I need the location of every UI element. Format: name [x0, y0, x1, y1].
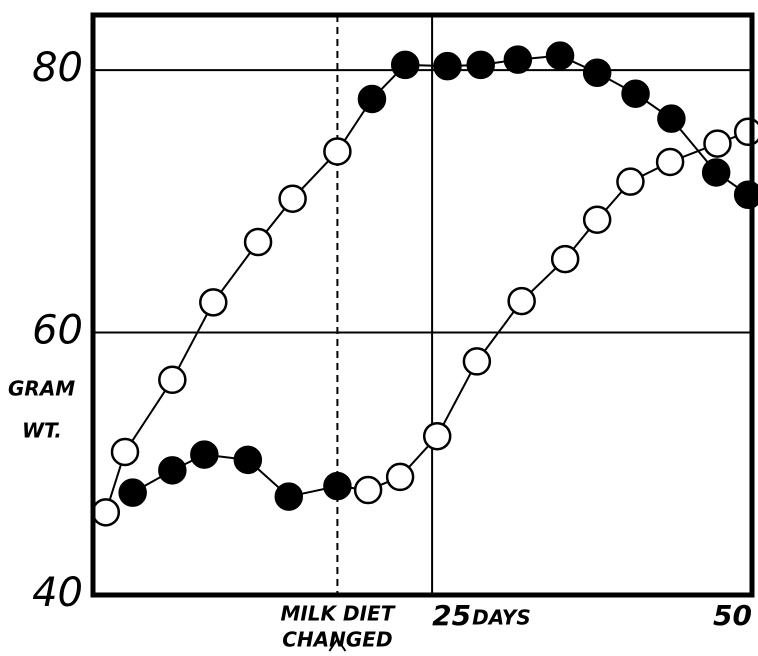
data-point	[466, 50, 495, 80]
data-point	[545, 41, 575, 70]
data-point	[422, 421, 452, 451]
data-point	[733, 117, 758, 147]
data-point	[199, 288, 228, 317]
data-point	[323, 471, 352, 501]
data-point	[582, 58, 612, 87]
data-point	[701, 158, 731, 187]
plot-frame	[90, 12, 755, 598]
data-point	[655, 147, 685, 177]
data-point	[657, 104, 686, 133]
data-point	[233, 445, 263, 475]
annotation-text: MILK DIET	[280, 602, 395, 626]
y-axis-label: WT.	[22, 419, 62, 443]
y-tick-label: 60	[32, 308, 83, 354]
data-point	[390, 50, 420, 80]
data-point	[433, 51, 462, 81]
x-axis-label: DAYS	[472, 606, 531, 630]
data-point	[621, 79, 650, 108]
data-point	[118, 478, 147, 507]
data-point	[582, 205, 612, 234]
y-axis-label: GRAM	[8, 377, 75, 401]
data-point	[110, 437, 140, 467]
data-point	[507, 286, 536, 316]
data-point	[190, 440, 219, 469]
data-point	[616, 167, 645, 196]
data-point	[733, 180, 758, 210]
y-tick-label: 80	[32, 45, 83, 91]
x-tick-label: 25	[432, 599, 471, 632]
annotation-arrow	[328, 637, 347, 652]
data-point	[243, 227, 273, 257]
data-point	[703, 129, 732, 158]
data-point	[278, 184, 307, 213]
data-point	[158, 456, 187, 485]
data-point	[550, 244, 580, 274]
y-tick-label: 40	[32, 570, 83, 616]
data-point	[323, 137, 352, 166]
data-point	[91, 498, 121, 527]
data-point	[503, 45, 533, 74]
data-point	[353, 475, 383, 505]
data-point	[158, 365, 187, 395]
data-point	[385, 462, 415, 492]
data-point	[357, 84, 387, 114]
x-tick-label: 50	[713, 599, 752, 632]
data-point	[462, 347, 492, 376]
data-point	[274, 482, 304, 511]
